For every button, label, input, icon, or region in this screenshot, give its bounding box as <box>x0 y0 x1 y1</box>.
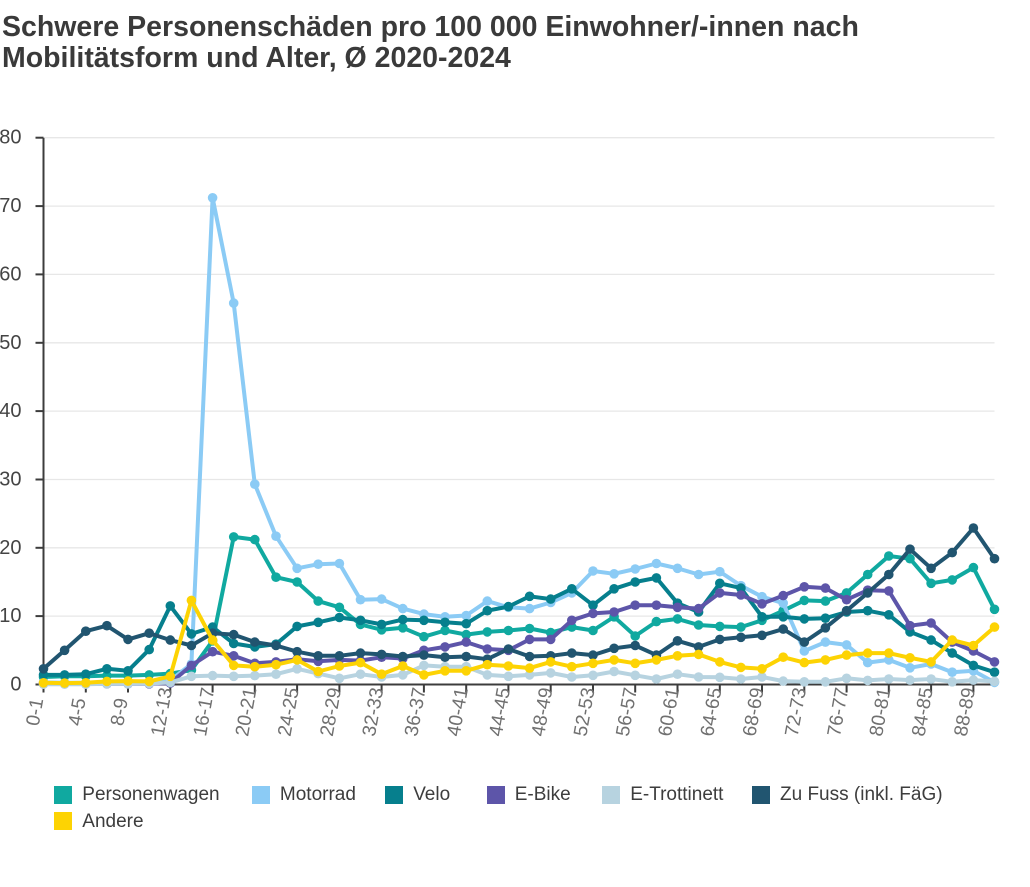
svg-text:0: 0 <box>10 674 21 696</box>
svg-text:0-1: 0-1 <box>23 697 48 728</box>
svg-text:50: 50 <box>0 332 22 354</box>
svg-text:30: 30 <box>0 469 22 491</box>
svg-text:8-9: 8-9 <box>107 697 132 728</box>
svg-text:40: 40 <box>0 400 22 422</box>
svg-text:80: 80 <box>0 127 22 149</box>
svg-text:60: 60 <box>0 263 22 285</box>
svg-text:10: 10 <box>0 605 22 627</box>
svg-text:70: 70 <box>0 195 22 217</box>
svg-text:20: 20 <box>0 537 22 559</box>
svg-text:4-5: 4-5 <box>65 697 90 728</box>
